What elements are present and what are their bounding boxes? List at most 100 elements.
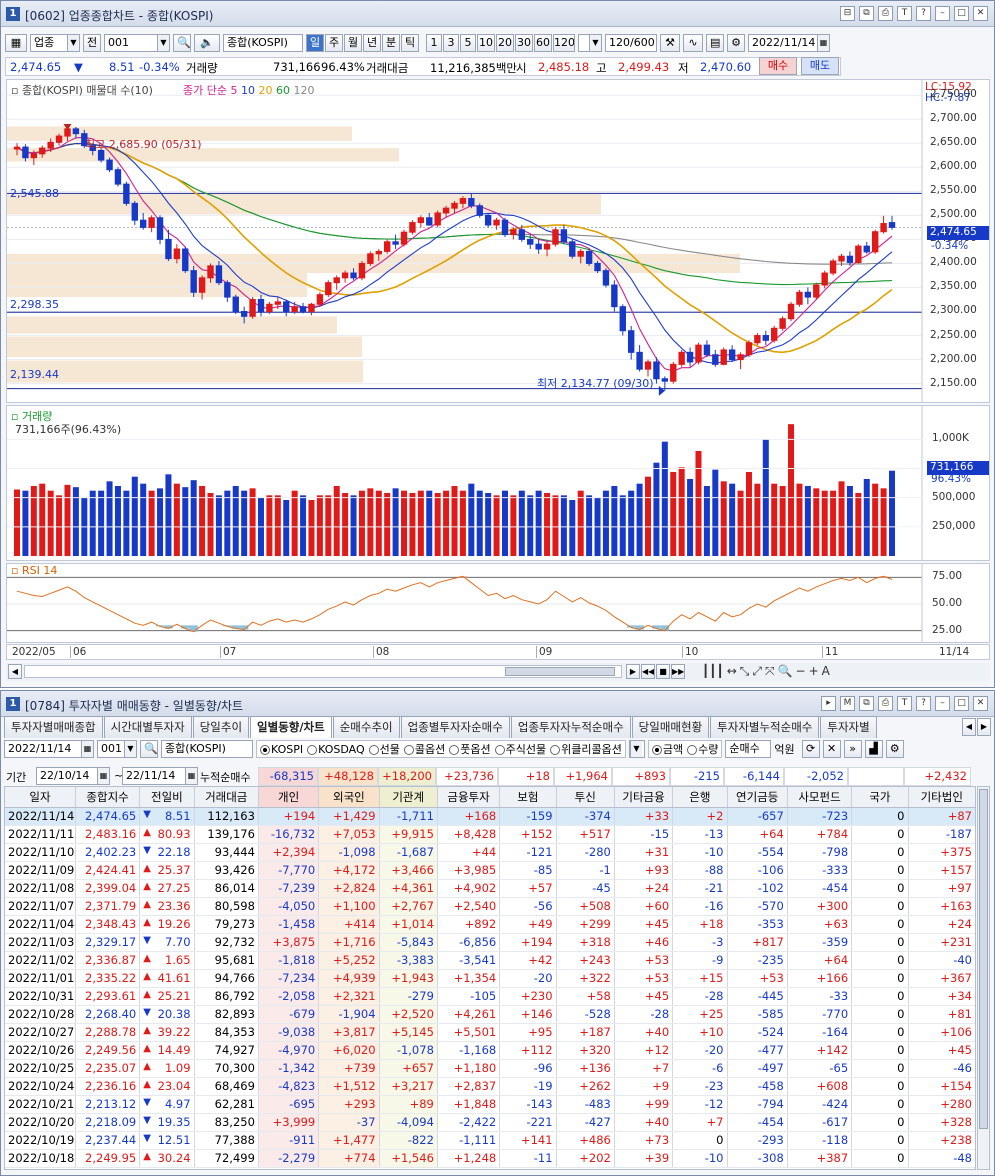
maximize-icon[interactable]: □ <box>954 696 969 711</box>
interval-button-5[interactable]: 5 <box>460 34 476 52</box>
table-scroll-thumb[interactable] <box>979 789 988 1129</box>
font-icon[interactable]: T <box>897 696 912 711</box>
chart-scroll-thumb[interactable] <box>505 667 615 676</box>
table-row[interactable]: 2022/11/11 2,483.16 ▲ 80.93 139,176 -16,732 +7… <box>5 825 975 844</box>
interval-button-1[interactable]: 1 <box>426 34 442 52</box>
table-row[interactable]: 2022/10/26 2,249.56 ▲ 14.49 74,927 -4,970 +6,0… <box>5 1041 975 1060</box>
tab-9[interactable]: 투자자별 <box>820 716 877 738</box>
column-header[interactable]: 기타법인 <box>908 787 975 808</box>
column-header[interactable]: 일자 <box>5 787 76 808</box>
mode-select[interactable]: 순매수 ▼ <box>725 740 772 758</box>
period-tab-0[interactable]: 일 <box>306 34 324 52</box>
table-row[interactable]: 2022/10/20 2,218.09 ▼ 19.35 83,250 +3,999 -37-… <box>5 1113 975 1132</box>
column-header[interactable]: 거래대금 <box>194 787 259 808</box>
all-button[interactable]: 전 <box>83 34 101 52</box>
table-row[interactable]: 2022/11/14 2,474.65 ▼ 8.51 112,163 +194 +1,429… <box>5 807 975 826</box>
grid-icon[interactable]: ▤ <box>706 34 724 52</box>
interval-button-120[interactable]: 120 <box>553 34 575 52</box>
scroll-track-icon[interactable]: ↔ <box>726 664 737 678</box>
market-radio-4[interactable]: 풋옵션 <box>449 741 491 757</box>
from-date-field[interactable]: 22/10/14 ▦ <box>36 767 110 785</box>
speaker-icon[interactable]: 🔈 <box>194 34 220 52</box>
next-page-icon[interactable]: » <box>843 740 862 758</box>
copy-icon[interactable]: ⧉ <box>859 6 874 21</box>
column-header[interactable]: 보험 <box>499 787 557 808</box>
search-icon[interactable]: 🔍 <box>140 740 158 758</box>
bars-icon[interactable]: ┃┃┃ <box>702 664 724 678</box>
rsi-panel[interactable]: ▫ RSI 14 75.00 50.00 25.00 <box>6 563 990 643</box>
flow-date-field[interactable]: 2022/11/14 ▦ <box>4 740 94 758</box>
text-a-icon[interactable]: A <box>821 664 830 678</box>
interval-button-3[interactable]: 3 <box>443 34 459 52</box>
table-row[interactable]: 2022/10/28 2,268.40 ▼ 20.38 82,893 -679 -1,904… <box>5 1005 975 1024</box>
volume-panel[interactable]: ▫ 거래량 731,166주(96.43%) 1,000K750,000500,… <box>6 405 990 561</box>
search-icon[interactable]: 🔍 <box>173 34 191 52</box>
font-icon[interactable]: T <box>897 6 912 21</box>
period-tab-1[interactable]: 주 <box>325 34 343 52</box>
column-header[interactable]: 전일비 <box>139 787 195 808</box>
tools-icon[interactable]: ⚒ <box>660 34 680 52</box>
close-icon[interactable]: ✕ <box>973 696 988 711</box>
table-row[interactable]: 2022/11/04 2,348.43 ▲ 19.26 79,273 -1,458 +414… <box>5 915 975 934</box>
price-panel[interactable]: ▫ 종합(KOSPI) 매물대 수(10) 종가 단순 5 10 20 60 1… <box>6 79 990 403</box>
column-header[interactable]: 기타금융 <box>614 787 674 808</box>
zoom-in-icon[interactable]: ⤢ <box>752 664 762 678</box>
table-row[interactable]: 2022/10/18 2,249.95 ▲ 30.24 72,499 -2,279 +774… <box>5 1149 975 1168</box>
plus-icon[interactable]: + <box>808 664 819 678</box>
column-header[interactable]: 투신 <box>556 787 615 808</box>
market-radio-1[interactable]: KOSDAQ <box>307 743 365 756</box>
table-row[interactable]: 2022/11/09 2,424.41 ▲ 25.37 93,426 -7,770 +4,1… <box>5 861 975 880</box>
period-tab-3[interactable]: 년 <box>363 34 381 52</box>
chart-icon[interactable]: ▟ <box>864 740 883 758</box>
search-zoom-icon[interactable]: 🔍 <box>777 664 793 678</box>
interval-button-20[interactable]: 20 <box>496 34 514 52</box>
memo-icon[interactable]: M <box>840 696 855 711</box>
market-radio-0[interactable]: KOSPI <box>260 743 303 756</box>
date-field[interactable]: 2022/11/14 ▦ <box>748 34 830 52</box>
stop-icon[interactable]: ✕ <box>822 740 841 758</box>
column-header[interactable]: 사모펀드 <box>787 787 853 808</box>
stop-icon[interactable]: ■ <box>656 664 670 679</box>
refresh-icon[interactable]: ⟳ <box>801 740 820 758</box>
period-dropdown[interactable]: ▼ <box>578 34 602 52</box>
column-header[interactable]: 금융투자 <box>437 787 501 808</box>
column-header[interactable]: 기관계 <box>379 787 438 808</box>
interval-button-10[interactable]: 10 <box>477 34 495 52</box>
market-select[interactable]: 업종 ▼ <box>30 34 80 52</box>
table-row[interactable]: 2022/11/03 2,329.17 ▼ 7.70 92,732 +3,875 +1,71… <box>5 933 975 952</box>
table-row[interactable]: 2022/11/02 2,336.87 ▲ 1.65 95,681 -1,818 +5,25… <box>5 951 975 970</box>
tab-6[interactable]: 업종투자자누적순매수 <box>510 716 631 738</box>
table-row[interactable]: 2022/10/19 2,237.44 ▼ 12.51 77,388 -911 +1,477… <box>5 1131 975 1150</box>
maximize-icon[interactable]: □ <box>954 6 969 21</box>
column-header[interactable]: 종합지수 <box>75 787 141 808</box>
unit-radio-1[interactable]: 수량 <box>687 741 718 757</box>
group-icon[interactable]: ▦ <box>5 34 27 52</box>
close-icon[interactable]: ✕ <box>973 6 988 21</box>
minus-icon[interactable]: − <box>795 664 806 678</box>
menu-icon[interactable]: ▸ <box>821 696 836 711</box>
help-icon[interactable]: ? <box>916 696 931 711</box>
market-radio-2[interactable]: 선물 <box>368 741 400 757</box>
tab-4[interactable]: 순매수추이 <box>332 716 400 738</box>
column-header[interactable]: 은행 <box>672 787 728 808</box>
table-row[interactable]: 2022/11/01 2,335.22 ▲ 41.61 94,766 -7,234 +4,9… <box>5 969 975 988</box>
table-row[interactable]: 2022/10/31 2,293.61 ▲ 25.21 86,792 -2,058 +2,3… <box>5 987 975 1006</box>
period-tab-5[interactable]: 틱 <box>401 34 419 52</box>
buy-button[interactable]: 매수 <box>759 57 797 75</box>
option-dropdown[interactable]: ▼ <box>628 740 645 758</box>
table-scrollbar[interactable] <box>977 786 990 1170</box>
interval-button-30[interactable]: 30 <box>515 34 533 52</box>
tab-8[interactable]: 투자자별누적순매수 <box>710 716 820 738</box>
tab-3[interactable]: 일별동향/차트 <box>250 716 332 738</box>
interval-button-60[interactable]: 60 <box>534 34 552 52</box>
scroll-left-icon[interactable]: ◀ <box>8 664 22 679</box>
print-icon[interactable]: ⎙ <box>878 696 893 711</box>
market-radio-3[interactable]: 콜옵션 <box>403 741 445 757</box>
minimize-icon[interactable]: – <box>935 6 950 21</box>
table-row[interactable]: 2022/10/21 2,213.12 ▼ 4.97 62,281 -695 +293 +89… <box>5 1095 975 1114</box>
market-radio-6[interactable]: 위클리콜옵션 <box>550 741 622 757</box>
next-icon[interactable]: ▶ <box>626 664 640 679</box>
table-row[interactable]: 2022/11/07 2,371.79 ▲ 23.36 80,598 -4,050 +1,1… <box>5 897 975 916</box>
code-input[interactable]: 001 ▼ <box>104 34 170 52</box>
tab-1[interactable]: 시간대별투자자 <box>103 716 192 738</box>
